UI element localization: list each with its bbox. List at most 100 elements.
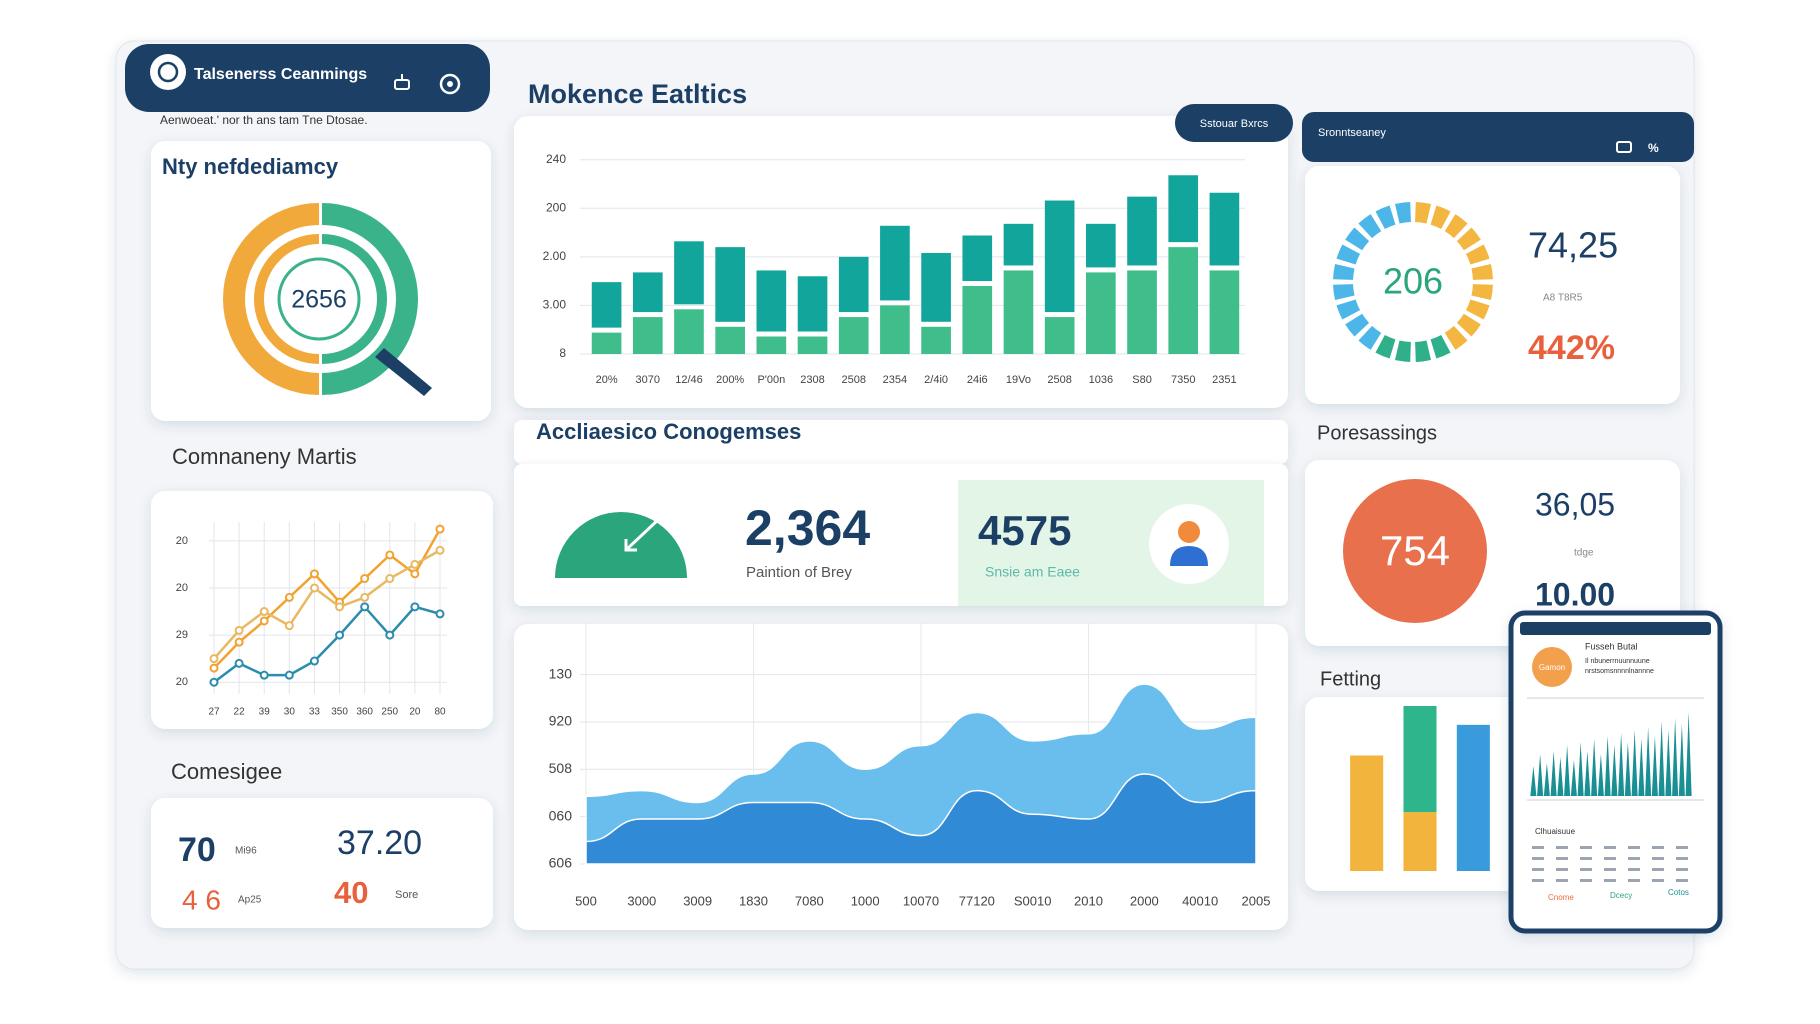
tablet-cell bbox=[1628, 879, 1640, 882]
x-tick-label: 3070 bbox=[636, 374, 660, 386]
gauge-needle bbox=[624, 516, 662, 552]
bar bbox=[1168, 175, 1199, 243]
tablet-line: nrstsomsnnnnlnannne bbox=[1585, 668, 1654, 675]
line-point bbox=[209, 677, 219, 687]
donut-segment bbox=[1375, 334, 1396, 359]
bar bbox=[1044, 317, 1075, 354]
header-bar bbox=[125, 44, 490, 112]
bar bbox=[1086, 223, 1116, 268]
tablet-cell bbox=[1604, 846, 1616, 849]
header-badge: % bbox=[1648, 141, 1659, 155]
bar bbox=[880, 225, 910, 301]
stat-value: 37.20 bbox=[337, 824, 422, 862]
donut-segment bbox=[1465, 244, 1490, 265]
spike bbox=[1631, 730, 1638, 796]
header-icon[interactable] bbox=[439, 73, 461, 95]
y-tick-label: 920 bbox=[549, 713, 573, 729]
spike bbox=[1618, 733, 1625, 796]
tablet-cell bbox=[1532, 857, 1544, 860]
header-subtitle: Aenwoeat.' nor th ans tam Tne Dtosae. bbox=[160, 113, 368, 127]
line-point bbox=[209, 663, 219, 673]
y-tick-label: 20 bbox=[176, 676, 188, 688]
x-tick-label: 39 bbox=[259, 707, 271, 718]
bar bbox=[921, 252, 951, 322]
gauge-value: 2656 bbox=[291, 286, 347, 314]
line-point bbox=[234, 658, 244, 668]
spike bbox=[1678, 724, 1685, 796]
bar bbox=[921, 326, 951, 354]
spike bbox=[1624, 742, 1631, 796]
spike bbox=[1557, 757, 1564, 796]
header-icon[interactable] bbox=[394, 74, 410, 90]
donut-segment bbox=[1430, 205, 1451, 230]
y-tick-label: 606 bbox=[549, 855, 573, 871]
x-tick-label: 30 bbox=[284, 707, 296, 718]
tablet-cell bbox=[1556, 846, 1568, 849]
stat-value: 4 6 bbox=[182, 884, 221, 915]
bar bbox=[1127, 270, 1157, 354]
tablet-tag: Cnome bbox=[1548, 893, 1574, 902]
line-point bbox=[410, 569, 420, 579]
tablet-cell bbox=[1652, 857, 1664, 860]
tablet-cell bbox=[1628, 846, 1640, 849]
x-tick-label: 27 bbox=[208, 707, 220, 718]
header-icon[interactable] bbox=[1616, 141, 1632, 153]
bar bbox=[880, 305, 910, 354]
x-tick-label: 1036 bbox=[1089, 374, 1113, 386]
x-tick-label: 360 bbox=[356, 707, 373, 718]
tablet-cell bbox=[1580, 879, 1592, 882]
donut-segment bbox=[1456, 227, 1481, 251]
panel-header bbox=[1302, 112, 1694, 162]
bar bbox=[756, 336, 787, 354]
header-title: Talsenerss Ceanmings bbox=[194, 66, 367, 83]
line-point bbox=[435, 545, 445, 555]
donut-segment bbox=[1465, 299, 1490, 320]
stat-value: 36,05 bbox=[1535, 486, 1615, 522]
gauge-needle bbox=[375, 348, 432, 396]
tablet-cell bbox=[1580, 868, 1592, 871]
x-tick-label: 2308 bbox=[800, 374, 824, 386]
tablet-cell bbox=[1556, 868, 1568, 871]
card bbox=[151, 798, 493, 928]
x-tick-label: 40010 bbox=[1182, 893, 1218, 908]
donut-segment bbox=[1358, 214, 1382, 239]
y-tick-label: 20 bbox=[176, 535, 188, 547]
button[interactable] bbox=[1175, 104, 1293, 142]
stat-value: 74,25 bbox=[1528, 225, 1618, 266]
line-point bbox=[385, 630, 395, 640]
avatar-body bbox=[1170, 546, 1208, 566]
tablet-cell bbox=[1652, 868, 1664, 871]
donut-segment bbox=[1333, 264, 1355, 281]
bar bbox=[591, 332, 622, 354]
tablet-cell bbox=[1532, 879, 1544, 882]
stat-note: Ap25 bbox=[238, 895, 262, 906]
line-point bbox=[234, 625, 244, 635]
spike bbox=[1564, 745, 1571, 796]
kpi-value: 4575 bbox=[978, 507, 1071, 554]
section-title: Accliaesico Conogemses bbox=[536, 419, 801, 444]
donut-segment bbox=[1456, 313, 1481, 337]
x-tick-label: 2010 bbox=[1074, 893, 1103, 908]
tablet-cell bbox=[1676, 846, 1688, 849]
tablet-cell bbox=[1676, 868, 1688, 871]
button-label[interactable]: Sstouar Bxrcs bbox=[1200, 118, 1269, 130]
bar bbox=[1044, 200, 1075, 313]
x-tick-label: S80 bbox=[1132, 374, 1152, 386]
x-tick-label: P'00n bbox=[757, 374, 785, 386]
x-tick-label: 200% bbox=[716, 374, 744, 386]
gauge-center bbox=[277, 257, 361, 341]
kpi-value: 2,364 bbox=[745, 500, 870, 556]
x-tick-label: 20 bbox=[409, 707, 421, 718]
avatar[interactable] bbox=[1149, 504, 1229, 584]
bar bbox=[632, 317, 663, 354]
y-tick-label: 3.00 bbox=[543, 298, 567, 312]
avatar-head bbox=[1178, 521, 1200, 543]
ring-segment bbox=[321, 203, 418, 395]
tablet-cell bbox=[1532, 868, 1544, 871]
donut-segment bbox=[1358, 325, 1382, 350]
bar bbox=[838, 317, 869, 354]
bar bbox=[797, 276, 828, 332]
donut-segment bbox=[1345, 227, 1370, 251]
donut-segment bbox=[1414, 340, 1431, 362]
spike bbox=[1591, 739, 1598, 796]
